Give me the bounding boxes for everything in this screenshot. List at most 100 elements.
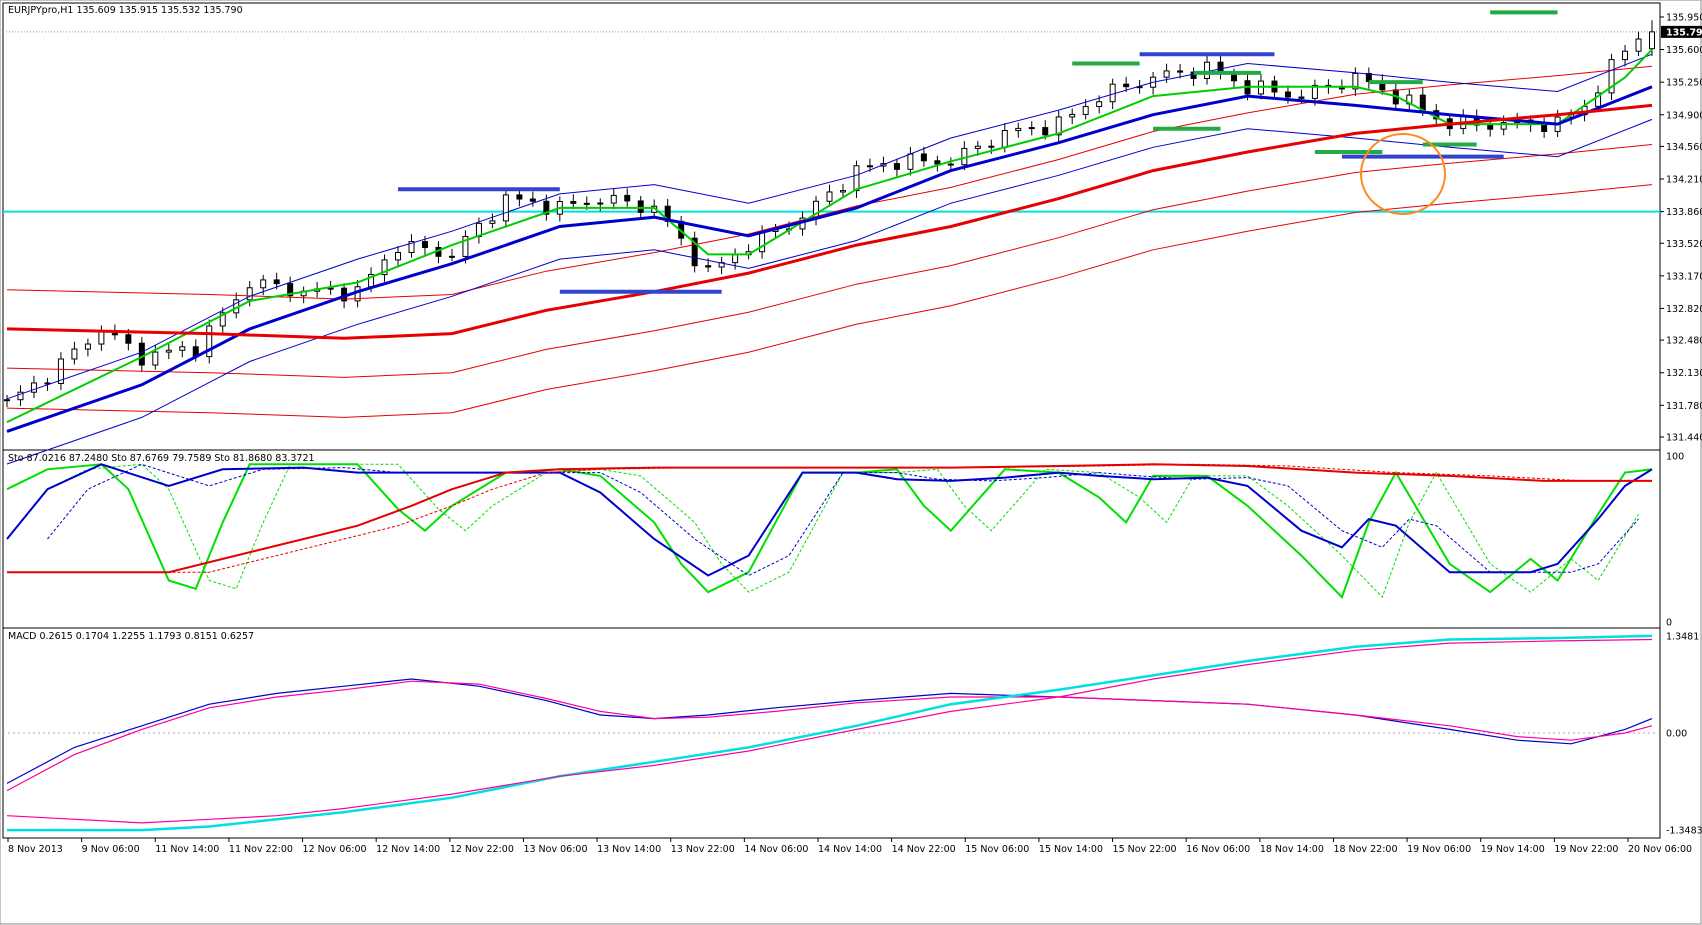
candle-body	[610, 194, 617, 204]
macd-series-line-3	[6, 638, 1653, 824]
x-tick-label: 13 Nov 14:00	[597, 844, 661, 855]
candle-body	[570, 200, 577, 204]
y-tick-label: 132.820	[1666, 304, 1702, 315]
candle-body	[125, 334, 132, 344]
candle-body	[1487, 124, 1494, 130]
candle-body	[152, 351, 159, 366]
main-series-line-1	[6, 85, 1653, 433]
y-tick-label: 131.780	[1666, 401, 1702, 412]
x-tick-label: 19 Nov 22:00	[1554, 844, 1618, 855]
x-tick-label: 16 Nov 06:00	[1186, 844, 1250, 855]
candle-body	[1284, 91, 1291, 98]
x-tick-label: 15 Nov 14:00	[1039, 844, 1103, 855]
x-tick-label: 9 Nov 06:00	[82, 844, 140, 855]
candle-body	[1028, 127, 1035, 130]
candle-body	[529, 198, 536, 202]
candle-body	[395, 252, 402, 261]
main-series-line-2	[6, 103, 1653, 340]
stoch-series-line-0	[6, 463, 1653, 599]
candle-body	[502, 194, 509, 222]
highlight-circle	[1360, 133, 1446, 215]
y-tick-label: 133.860	[1666, 207, 1702, 218]
x-tick-label: 14 Nov 22:00	[892, 844, 956, 855]
x-tick-label: 19 Nov 06:00	[1407, 844, 1471, 855]
candle-body	[759, 230, 766, 253]
band-upper-line	[6, 53, 1653, 400]
candle-body	[934, 160, 941, 165]
candle-body	[30, 382, 37, 393]
y-tick-label: 135.600	[1666, 45, 1702, 56]
candle-body	[920, 153, 927, 162]
candle-body	[732, 254, 739, 264]
candle-body	[691, 237, 698, 267]
candle-body	[1500, 122, 1507, 130]
candle-body	[1001, 130, 1008, 148]
candle-body	[179, 346, 186, 351]
x-tick-label: 20 Nov 06:00	[1628, 844, 1692, 855]
candle-body	[1649, 31, 1655, 50]
y-tick-label: 133.170	[1666, 271, 1702, 282]
envelope-outer-line	[6, 184, 1653, 418]
main-series-line-0	[6, 48, 1653, 424]
x-tick-label: 12 Nov 06:00	[303, 844, 367, 855]
y-tick-label: 132.130	[1666, 368, 1702, 379]
macd-y-tick-label: -1.3483	[1666, 826, 1702, 837]
x-tick-label: 8 Nov 2013	[8, 844, 63, 855]
x-tick-label: 12 Nov 14:00	[376, 844, 440, 855]
x-tick-label: 13 Nov 22:00	[671, 844, 735, 855]
candle-body	[1352, 72, 1359, 90]
x-tick-label: 11 Nov 22:00	[229, 844, 293, 855]
candle-body	[988, 145, 995, 148]
candle-body	[624, 194, 631, 202]
candle-body	[206, 325, 213, 358]
candle-body	[705, 265, 712, 268]
candle-body	[1204, 61, 1211, 79]
candle-body	[165, 349, 172, 353]
candle-body	[1622, 50, 1629, 61]
candle-body	[947, 163, 954, 166]
candle-body	[260, 279, 267, 289]
candle-body	[826, 191, 833, 202]
candle-body	[381, 259, 388, 276]
stoch-series-line-2	[7, 463, 1652, 574]
macd-series-line-0	[6, 678, 1653, 784]
macd-y-tick-label: 1.3481	[1666, 632, 1699, 643]
candle-body	[907, 153, 914, 170]
symbol-header: EURJPYpro,H1 135.609 135.915 135.532 135…	[8, 5, 243, 16]
candle-body	[1541, 123, 1548, 132]
candle-body	[1109, 83, 1116, 103]
candle-body	[853, 165, 860, 192]
y-tick-label: 133.520	[1666, 239, 1702, 250]
y-tick-label: 131.440	[1666, 432, 1702, 443]
pane-frame-2	[2, 627, 1661, 839]
y-tick-label: 134.210	[1666, 175, 1702, 186]
stoch-signal-line-0	[47, 463, 1639, 599]
candle-body	[219, 312, 226, 327]
candle-body	[839, 190, 846, 193]
candle-body	[246, 287, 253, 301]
candle-body	[543, 200, 550, 215]
candle-body	[462, 235, 469, 257]
x-tick-label: 12 Nov 22:00	[450, 844, 514, 855]
candle-body	[408, 241, 415, 254]
candle-body	[1069, 113, 1076, 118]
candle-body	[1055, 116, 1062, 136]
pane-frame-0	[2, 2, 1661, 451]
candle-body	[1311, 84, 1318, 99]
y-tick-label: 134.900	[1666, 110, 1702, 121]
candle-body	[421, 241, 428, 248]
candle-body	[287, 283, 294, 297]
x-tick-label: 19 Nov 14:00	[1481, 844, 1545, 855]
stoch-header: Sto 87.0216 87.2480 Sto 87.6769 79.7589 …	[8, 453, 315, 464]
candle-body	[1123, 83, 1130, 88]
stoch-y-tick-label: 0	[1666, 618, 1672, 629]
candle-body	[1608, 59, 1615, 94]
candle-body	[489, 220, 496, 224]
candle-body	[1042, 127, 1049, 136]
x-tick-label: 15 Nov 22:00	[1113, 844, 1177, 855]
candle-body	[974, 145, 981, 149]
candle-body	[583, 202, 590, 205]
macd-header: MACD 0.2615 0.1704 1.2255 1.1793 0.8151 …	[8, 631, 254, 642]
